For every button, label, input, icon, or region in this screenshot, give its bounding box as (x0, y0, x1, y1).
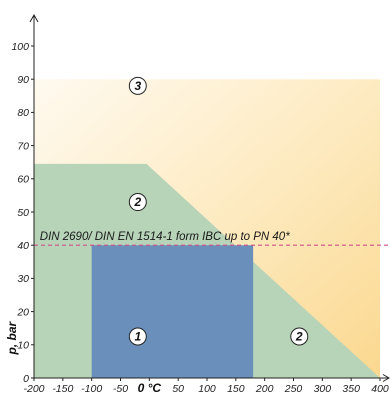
y-axis-arrow-icon (29, 13, 39, 23)
x-tick-label: 50 (172, 383, 184, 395)
x-tick-label: 400 (371, 383, 389, 395)
region-2-label: 2 (128, 193, 147, 212)
y-tick-label: 100 (11, 41, 29, 53)
y-tick-label: 30 (17, 273, 29, 285)
region-2-label-2-text: 2 (295, 330, 303, 344)
y-tick-label: 10 (17, 340, 29, 352)
axes (29, 13, 390, 382)
x-axis-label: 0 °C (138, 381, 162, 395)
region-1-area (91, 245, 254, 378)
region-2-label-2: 2 (290, 327, 309, 346)
region-2-label-text: 2 (133, 195, 141, 209)
y-tick-label: 70 (17, 140, 29, 152)
x-tick-label: 100 (198, 383, 216, 395)
region-3-label-text: 3 (134, 79, 141, 93)
y-tick-label: 90 (17, 74, 29, 86)
region-1-label: 1 (128, 327, 147, 346)
y-tick-label: 60 (17, 174, 29, 186)
region-1-label-text: 1 (134, 330, 141, 344)
region-1-label-circle (128, 327, 147, 346)
y-tick-label: 50 (17, 207, 29, 219)
x-axis-arrow-icon (382, 374, 390, 382)
regions (34, 79, 380, 378)
x-tick-label: -150 (52, 383, 73, 395)
y-tick-label: 80 (17, 107, 29, 119)
region-2-label-circle (128, 193, 147, 212)
region-2-label-2-circle (290, 327, 309, 346)
x-tick-label: -100 (81, 383, 102, 395)
y-tick-label: 40 (17, 240, 29, 252)
region-3-label: 3 (128, 76, 147, 95)
x-tick-label: 350 (342, 383, 360, 395)
y-axis-label: p, bar (5, 320, 19, 355)
region-3-label-circle (128, 76, 147, 95)
zone-labels: 3 2 2 1 (128, 76, 309, 346)
y-ticks: 0 10 20 30 40 50 60 70 80 90 100 (11, 41, 34, 385)
x-tick-label: 300 (314, 383, 332, 395)
y-tick-label: 20 (16, 306, 29, 318)
x-tick-label: -50 (113, 383, 128, 395)
y-tick-label: 0 (23, 373, 29, 385)
x-tick-label: 250 (284, 383, 303, 395)
x-ticks: -200 -150 -100 -50 0 °C 50 100 150 200 250 300 350 4… (23, 378, 389, 395)
reference-line-label: DIN 2690/ DIN EN 1514-1 form IBC up to P… (40, 231, 290, 243)
x-tick-label: 150 (227, 383, 245, 395)
x-tick-label: -200 (23, 383, 44, 395)
x-tick-label: 200 (255, 383, 274, 395)
